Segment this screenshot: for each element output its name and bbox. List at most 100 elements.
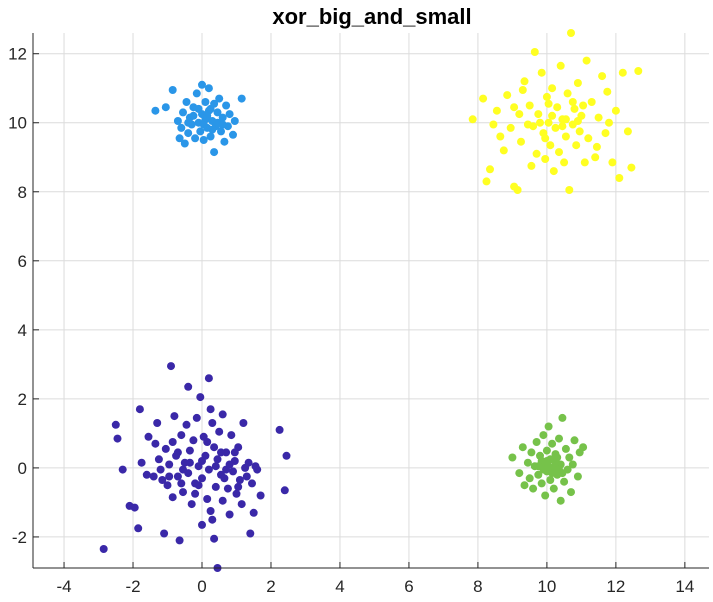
data-point [601, 129, 610, 138]
y-tick-label: -2 [12, 528, 27, 547]
data-point [537, 479, 546, 488]
data-point [168, 438, 177, 446]
data-point [149, 472, 158, 481]
data-point [206, 405, 215, 414]
data-point [513, 186, 522, 194]
data-point [527, 161, 536, 170]
data-point [211, 462, 220, 471]
data-point [517, 137, 525, 146]
data-point [618, 68, 627, 77]
data-point [584, 134, 593, 143]
data-point [198, 80, 206, 89]
data-point [201, 98, 210, 106]
data-point [510, 103, 519, 112]
data-point [199, 120, 208, 129]
data-point [206, 507, 215, 515]
data-point [568, 98, 577, 106]
data-point [615, 174, 624, 182]
y-axis-ticks: -2 0 2 4 6 8 10 12 [8, 45, 39, 547]
data-point [167, 362, 175, 371]
data-point [198, 457, 206, 465]
data-point [184, 118, 193, 127]
data-point [210, 443, 219, 452]
data-point [544, 422, 553, 431]
data-point [206, 104, 215, 113]
y-tick-label: 6 [18, 252, 27, 271]
data-point [551, 123, 560, 132]
data-point [560, 158, 569, 167]
data-point [249, 508, 258, 517]
data-point [177, 479, 186, 488]
data-point [561, 444, 570, 453]
data-point [541, 155, 550, 163]
data-point [215, 427, 224, 436]
y-tick-label: 4 [18, 321, 27, 340]
data-point [253, 465, 262, 474]
data-point [185, 446, 194, 455]
data-point [561, 132, 570, 141]
data-point [492, 106, 501, 115]
data-point [573, 79, 582, 87]
data-point [206, 132, 215, 141]
data-point [570, 104, 579, 113]
data-point [173, 472, 182, 481]
data-point [179, 488, 187, 497]
data-point [573, 117, 582, 125]
data-point [256, 491, 265, 500]
data-point [184, 129, 193, 138]
data-point [503, 91, 512, 100]
data-point [575, 127, 584, 136]
x-tick-label: 4 [335, 577, 344, 596]
data-point [137, 458, 146, 467]
data-point [546, 476, 555, 484]
data-point [520, 77, 529, 86]
data-point [496, 132, 505, 141]
data-point [99, 545, 108, 553]
data-point [515, 110, 524, 119]
data-point [549, 167, 558, 176]
data-point [203, 438, 212, 446]
data-point [605, 118, 613, 127]
x-tick-label: -2 [125, 577, 140, 596]
data-point [627, 163, 636, 172]
data-point [191, 134, 200, 143]
x-tick-label: 8 [473, 577, 482, 596]
data-point [582, 56, 591, 65]
data-point [518, 443, 527, 452]
data-point [208, 515, 217, 524]
data-point [185, 458, 194, 467]
data-point [548, 84, 557, 93]
data-point [237, 94, 246, 103]
data-point [194, 481, 203, 490]
data-point [175, 134, 184, 143]
data-point [161, 444, 170, 453]
data-point [198, 520, 206, 529]
x-tick-label: 2 [266, 577, 275, 596]
data-point [168, 86, 177, 94]
data-point [499, 146, 508, 155]
data-point [182, 98, 191, 106]
data-point [536, 118, 544, 127]
data-point [479, 94, 488, 103]
data-point [542, 446, 551, 455]
data-point [189, 436, 198, 445]
data-point [623, 127, 632, 136]
data-point [210, 148, 219, 157]
data-point [218, 120, 227, 129]
data-point [215, 94, 224, 103]
data-point [520, 481, 529, 490]
data-point [468, 115, 477, 124]
data-point [220, 474, 229, 483]
data-point [242, 472, 251, 481]
x-tick-label: 6 [404, 577, 413, 596]
data-point [151, 106, 160, 115]
data-point [184, 382, 193, 391]
x-tick-label: 12 [606, 577, 625, 596]
data-point [223, 484, 232, 493]
data-point [587, 98, 596, 106]
data-point [592, 142, 601, 151]
data-point [187, 500, 196, 509]
data-point [565, 453, 574, 462]
data-point [573, 472, 582, 481]
axes [32, 33, 709, 569]
